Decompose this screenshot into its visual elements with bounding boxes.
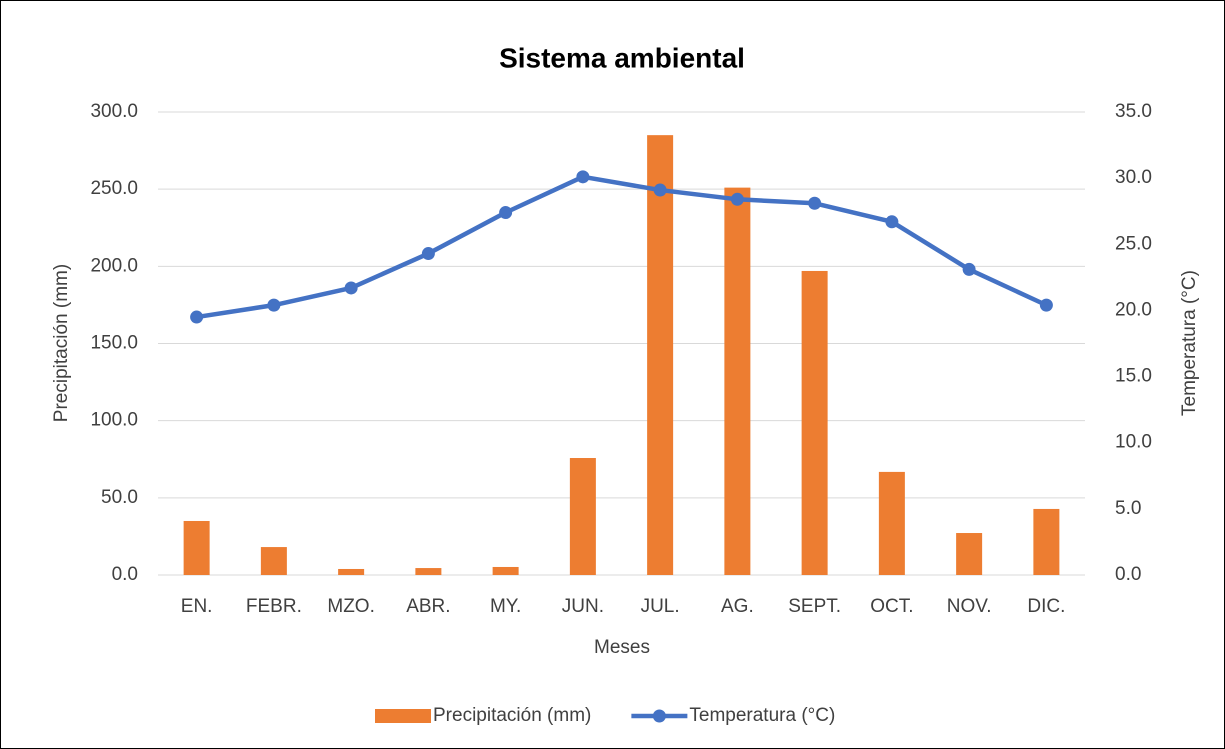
x-tick-label: FEBR.: [246, 596, 302, 617]
y2-tick-label: 5.0: [1115, 498, 1141, 519]
line-marker: [730, 192, 744, 206]
line-marker: [190, 310, 204, 324]
x-tick-label: JUL.: [641, 596, 680, 617]
line: [196, 174, 1048, 320]
y2-axis-label: Temperatura (°C): [1179, 270, 1200, 416]
bar: [260, 547, 287, 575]
bar: [183, 520, 210, 575]
legend-label: Precipitación (mm): [433, 705, 591, 726]
y2-tick-label: 0.0: [1115, 564, 1141, 585]
line-marker: [421, 247, 435, 261]
line-marker: [653, 183, 667, 197]
y-tick-label: 100.0: [90, 410, 138, 431]
x-tick-label: SEPT.: [788, 596, 841, 617]
line-marker: [885, 215, 899, 229]
line-marker: [962, 262, 976, 276]
bar: [415, 568, 442, 575]
y2-tick-label: 30.0: [1115, 167, 1152, 188]
bar: [724, 187, 751, 575]
line-marker: [1039, 298, 1053, 312]
x-tick-label: EN.: [181, 596, 213, 617]
chart-title: Sistema ambiental: [499, 42, 745, 73]
y2-tick-label: 25.0: [1115, 233, 1152, 254]
y-tick-label: 150.0: [90, 333, 138, 354]
y2-tick-label: 15.0: [1115, 366, 1152, 387]
line-marker: [267, 298, 281, 312]
bar: [338, 568, 365, 575]
y2-tick-label: 20.0: [1115, 299, 1152, 320]
line-marker: [576, 170, 590, 184]
y-tick-label: 50.0: [101, 487, 138, 508]
bar: [1033, 508, 1060, 575]
y-tick-label: 0.0: [112, 564, 138, 585]
y-tick-label: 200.0: [90, 255, 138, 276]
x-tick-label: MZO.: [327, 596, 375, 617]
x-tick-label: OCT.: [870, 596, 913, 617]
y2-tick-label: 35.0: [1115, 101, 1152, 122]
line-marker: [499, 206, 513, 220]
x-tick-label: ABR.: [406, 596, 450, 617]
y-tick-label: 250.0: [90, 178, 138, 199]
y-tick-label: 300.0: [90, 101, 138, 122]
bar: [878, 471, 905, 575]
line-marker: [344, 281, 358, 295]
bar: [801, 270, 828, 575]
bar: [569, 458, 596, 575]
x-axis-label: Meses: [594, 637, 650, 658]
x-tick-label: DIC.: [1027, 596, 1065, 617]
y-axis-label: Precipitación (mm): [51, 264, 72, 422]
legend-label: Temperatura (°C): [689, 705, 835, 726]
x-tick-label: NOV.: [947, 596, 992, 617]
x-tick-label: MY.: [490, 596, 521, 617]
x-tick-label: JUN.: [562, 596, 604, 617]
y2-tick-label: 10.0: [1115, 432, 1152, 453]
legend-swatch: [652, 709, 666, 723]
line-marker: [808, 196, 822, 210]
bar: [647, 135, 674, 575]
bar: [956, 533, 983, 575]
legend-swatch: [375, 709, 431, 723]
x-tick-label: AG.: [721, 596, 754, 617]
bar: [492, 566, 519, 575]
